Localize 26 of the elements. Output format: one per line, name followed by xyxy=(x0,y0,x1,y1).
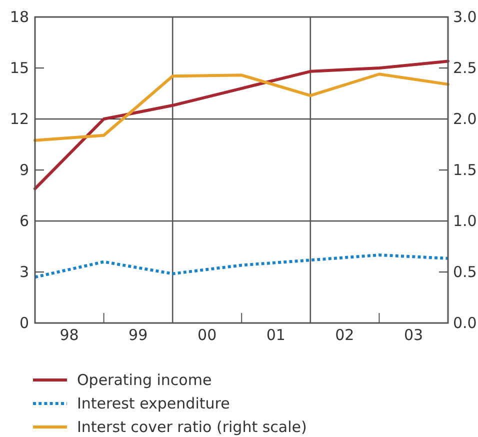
legend-label: Operating income xyxy=(77,371,212,389)
y-tick-label: 9 xyxy=(19,161,29,179)
y-tick-label: 15 xyxy=(10,59,29,77)
y2-tick-label: 2.0 xyxy=(453,110,477,128)
y2-tick-label: 0.5 xyxy=(453,263,477,281)
line-series xyxy=(34,72,450,142)
y-tick-label: 0 xyxy=(19,314,29,332)
x-tick-label: 99 xyxy=(128,326,148,344)
y-tick-label: 6 xyxy=(19,212,29,230)
y2-tick-label: 2.5 xyxy=(453,59,477,77)
line-series xyxy=(34,60,450,190)
line-series xyxy=(34,254,450,279)
x-tick-label: 01 xyxy=(266,326,286,344)
x-tick-label: 02 xyxy=(335,326,354,344)
y2-tick-label: 3.0 xyxy=(453,8,477,26)
x-tick-label: 03 xyxy=(404,326,424,344)
y-tick-label: 3 xyxy=(19,263,29,281)
x-tick-label: 00 xyxy=(198,326,217,344)
legend-label: Interst cover ratio (right scale) xyxy=(77,418,307,436)
y2-tick-label: 1.5 xyxy=(453,161,477,179)
y2-tick-label: 0.0 xyxy=(453,314,477,332)
y-tick-label: 18 xyxy=(10,8,29,26)
x-tick-label: 98 xyxy=(60,326,79,344)
y2-tick-label: 1.0 xyxy=(453,212,477,230)
y-tick-label: 12 xyxy=(10,110,29,128)
legend-label: Interest expenditure xyxy=(77,394,230,412)
